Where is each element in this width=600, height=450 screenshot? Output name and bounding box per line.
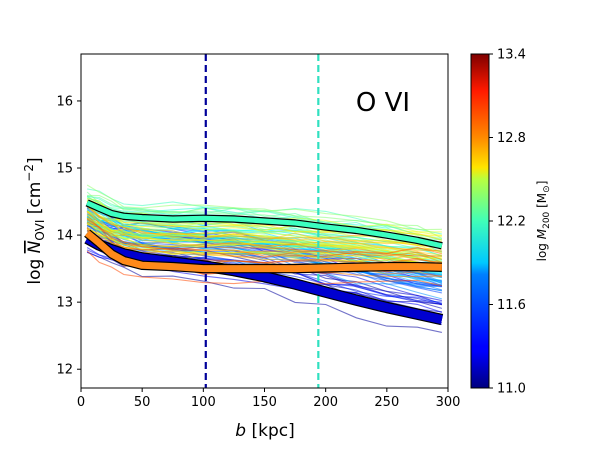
x-tick: 250 (374, 388, 399, 410)
profile-line (86, 250, 443, 287)
x-tick-label: 150 (252, 395, 277, 410)
x-label-unit: [kpc] (251, 421, 294, 441)
y-tick: 12 (56, 363, 81, 378)
cb-label-unit-sub: ⊙ (542, 185, 552, 193)
y-tick: 13 (56, 296, 81, 311)
profile-line (86, 222, 443, 263)
colorbar-tick-label: 13.4 (497, 48, 526, 63)
colorbar-tick: 12.2 (489, 215, 526, 230)
x-tick-label: 100 (191, 395, 216, 410)
y-tick: 14 (56, 229, 81, 244)
colorbar-axis: 11.0 11.6 12.2 12.8 13.4 (489, 48, 526, 397)
x-tick: 200 (313, 388, 338, 410)
profile-line (86, 226, 442, 264)
cb-label-log: log (535, 243, 549, 261)
y-axis-label: log NOVI [cm−2] (22, 157, 47, 284)
colorbar-tick-label: 12.8 (497, 131, 526, 146)
colorbar-label-group: log M200 [M⊙] (535, 181, 552, 262)
y-label-N: N (25, 240, 45, 253)
y-tick: 15 (56, 162, 81, 177)
x-tick-label: 50 (134, 395, 151, 410)
colorbar-tick-label: 11.6 (497, 298, 526, 313)
high-mass-median (86, 200, 443, 249)
y-tick-label: 12 (56, 363, 73, 378)
profile-line (86, 195, 442, 240)
x-tick: 50 (134, 388, 151, 410)
colorbar-tick: 12.8 (489, 131, 526, 146)
colorbar-tick-label: 11.0 (497, 382, 526, 397)
profile-line (86, 219, 443, 255)
x-label-var: b (235, 421, 246, 441)
profile-line (86, 214, 442, 255)
profile-line (86, 218, 442, 257)
y-tick-label: 15 (56, 162, 73, 177)
x-tick-label: 200 (313, 395, 338, 410)
y-label-exp: −2 (22, 164, 36, 182)
profile-line (86, 217, 442, 256)
group-mass-median (84, 230, 442, 273)
cb-label-sub: 200 (542, 211, 552, 228)
x-tick: 0 (77, 388, 85, 410)
colorbar-tick-label: 12.2 (497, 215, 526, 230)
cb-label-unit: [M (535, 193, 549, 208)
colorbar (470, 53, 490, 389)
profile-line (86, 211, 442, 252)
profile-line (86, 251, 443, 333)
x-tick-label: 0 (77, 395, 85, 410)
y-label-close: ] (25, 157, 45, 164)
x-tick-label: 250 (374, 395, 399, 410)
y-label-unit: [cm (25, 182, 45, 215)
x-tick: 100 (191, 388, 216, 410)
profile-line (86, 211, 442, 251)
colorbar-tick: 11.6 (489, 298, 526, 313)
cb-label-close: ] (535, 181, 549, 186)
x-axis: 0 50 100 150 200 250 300 (77, 388, 461, 410)
profile-line (86, 210, 443, 254)
cb-label-M: M (535, 228, 549, 239)
y-tick-label: 16 (56, 94, 73, 109)
x-tick-label: 300 (436, 395, 461, 410)
panel-title: O VI (356, 88, 410, 118)
y-tick-label: 13 (56, 296, 73, 311)
y-axis: 12 13 14 15 16 (56, 94, 81, 378)
colorbar-tick: 13.4 (489, 48, 526, 63)
colorbar-tick: 11.0 (489, 382, 526, 397)
x-axis-label: b [kpc] (235, 421, 294, 441)
y-label-log: log (25, 259, 45, 285)
y-axis-label-group: log NOVI [cm−2] (22, 157, 47, 284)
x-tick: 300 (436, 388, 461, 410)
y-tick-label: 14 (56, 229, 73, 244)
median-profiles (84, 199, 444, 326)
profile-line (86, 184, 442, 231)
y-tick: 16 (56, 94, 81, 109)
y-label-sub: OVI (33, 220, 47, 241)
x-tick: 150 (252, 388, 277, 410)
colorbar-label: log M200 [M⊙] (535, 181, 552, 262)
